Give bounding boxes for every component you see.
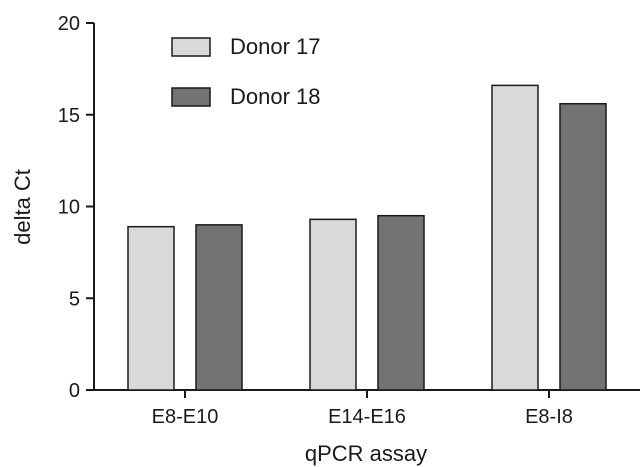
bar-e8-e10-donor-17 xyxy=(127,225,175,391)
bar-e8-i8-donor-18 xyxy=(559,102,607,391)
y-tick-label: 15 xyxy=(58,105,80,127)
bar-e8-e10-donor-18 xyxy=(195,224,243,391)
y-tick-label: 0 xyxy=(69,380,80,402)
legend-label: Donor 18 xyxy=(230,84,321,109)
legend-label: Donor 17 xyxy=(230,34,321,59)
bar-e14-e16-donor-18 xyxy=(377,214,425,391)
legend-swatch xyxy=(171,37,211,57)
x-axis: E8-E10 E14-E16 E8-I8 xyxy=(94,389,640,428)
y-axis: 0 5 10 15 20 xyxy=(58,13,95,402)
bar-e8-i8-donor-17 xyxy=(491,84,539,391)
legend-swatch xyxy=(171,87,211,107)
x-tick-label: E8-I8 xyxy=(525,406,573,428)
x-axis-label: qPCR assay xyxy=(305,441,427,466)
x-tick-label: E8-E10 xyxy=(152,406,219,428)
bars xyxy=(127,84,607,391)
bar-e14-e16-donor-17 xyxy=(309,218,357,391)
y-tick-label: 5 xyxy=(69,288,80,310)
legend: Donor 17 Donor 18 xyxy=(171,34,321,109)
y-axis-label: delta Ct xyxy=(10,169,35,245)
y-tick-label: 10 xyxy=(58,197,80,219)
x-tick-label: E14-E16 xyxy=(328,406,406,428)
y-tick-label: 20 xyxy=(58,13,80,35)
